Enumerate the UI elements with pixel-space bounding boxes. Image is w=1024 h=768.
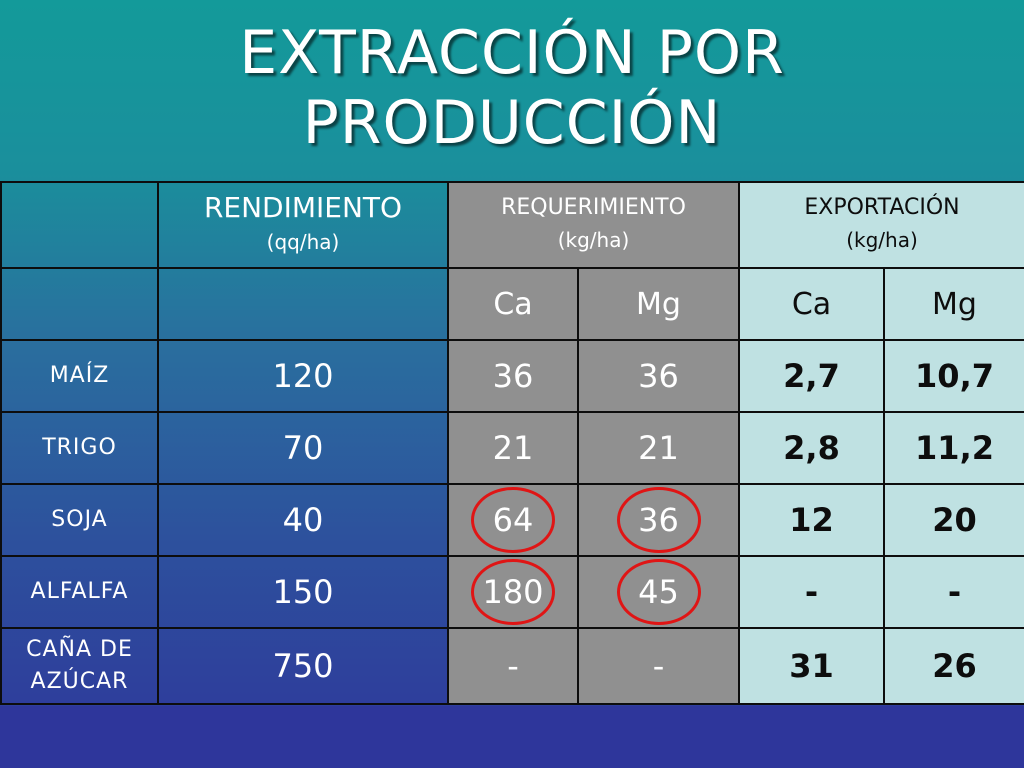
- req-ca-cell: 64: [447, 483, 579, 557]
- rendimiento-value: 40: [157, 483, 449, 557]
- crop-label: ALFALFA: [0, 555, 159, 629]
- crop-label: CAÑA DE AZÚCAR: [0, 627, 159, 705]
- highlighted-value: 180: [470, 559, 555, 625]
- req-mg-value: 36: [577, 339, 740, 413]
- exp-mg-value: -: [882, 555, 1024, 629]
- rendimiento-value: 70: [157, 411, 449, 485]
- title-line-1: EXTRACCIÓN POR: [239, 18, 785, 88]
- table-row: CAÑA DE AZÚCAR 750 - - 31 26: [0, 627, 1024, 705]
- requerimiento-unit: (kg/ha): [557, 228, 630, 252]
- header-row: RENDIMIENTO (qq/ha) REQUERIMIENTO (kg/ha…: [0, 181, 1024, 269]
- rendimiento-value: 150: [157, 555, 449, 629]
- crop-label: TRIGO: [0, 411, 159, 485]
- req-ca-cell: 180: [447, 555, 579, 629]
- red-circle-highlight: [616, 487, 701, 553]
- highlighted-value: 36: [616, 487, 701, 553]
- rendimiento-label: RENDIMIENTO: [203, 191, 403, 224]
- rendimiento-unit: (qq/ha): [266, 230, 340, 254]
- req-ca-value: -: [447, 627, 579, 705]
- exp-ca-value: 12: [738, 483, 885, 557]
- req-mg-value: 21: [577, 411, 740, 485]
- crop-label: SOJA: [0, 483, 159, 557]
- subheader-req-mg: Mg: [577, 267, 740, 341]
- header-requerimiento: REQUERIMIENTO (kg/ha): [447, 181, 740, 269]
- exportacion-unit: (kg/ha): [846, 228, 918, 252]
- req-ca-value: 36: [447, 339, 579, 413]
- exp-ca-value: 31: [738, 627, 885, 705]
- subheader-empty-cell: [0, 267, 159, 341]
- red-circle-highlight: [470, 559, 555, 625]
- exp-mg-value: 10,7: [882, 339, 1024, 413]
- exp-mg-value: 26: [882, 627, 1024, 705]
- exportacion-label: EXPORTACIÓN: [804, 195, 960, 220]
- req-mg-value: -: [577, 627, 740, 705]
- highlighted-value: 45: [616, 559, 701, 625]
- red-circle-highlight: [616, 559, 701, 625]
- req-mg-cell: 45: [577, 555, 740, 629]
- rendimiento-value: 120: [157, 339, 449, 413]
- table-row: TRIGO 70 21 21 2,8 11,2: [0, 411, 1024, 485]
- req-mg-cell: 36: [577, 483, 740, 557]
- subheader-req-ca: Ca: [447, 267, 579, 341]
- crop-label: MAÍZ: [0, 339, 159, 413]
- crop-label-line-1: CAÑA DE: [26, 637, 133, 662]
- req-ca-value: 21: [447, 411, 579, 485]
- exp-ca-value: -: [738, 555, 885, 629]
- table-row: SOJA 40 64 36 12 20: [0, 483, 1024, 557]
- requerimiento-label: REQUERIMIENTO: [501, 195, 686, 220]
- exp-mg-value: 20: [882, 483, 1024, 557]
- subheader-row: Ca Mg Ca Mg: [0, 267, 1024, 341]
- header-rendimiento: RENDIMIENTO (qq/ha): [157, 181, 449, 269]
- table-row: MAÍZ 120 36 36 2,7 10,7: [0, 339, 1024, 413]
- exp-ca-value: 2,8: [738, 411, 885, 485]
- highlighted-value: 64: [471, 487, 555, 553]
- title-line-2: PRODUCCIÓN: [302, 88, 722, 158]
- bottom-band: [0, 706, 1024, 768]
- table-row: ALFALFA 150 180 45 - -: [0, 555, 1024, 629]
- crop-label-line-2: AZÚCAR: [30, 669, 129, 694]
- exp-ca-value: 2,7: [738, 339, 885, 413]
- subheader-empty-cell: [157, 267, 449, 341]
- header-empty-cell: [0, 181, 159, 269]
- extraction-table: RENDIMIENTO (qq/ha) REQUERIMIENTO (kg/ha…: [0, 181, 1024, 705]
- subheader-exp-ca: Ca: [738, 267, 885, 341]
- red-circle-highlight: [471, 487, 555, 553]
- header-exportacion: EXPORTACIÓN (kg/ha): [737, 181, 1024, 269]
- subheader-exp-mg: Mg: [882, 267, 1024, 341]
- rendimiento-value: 750: [157, 627, 449, 705]
- slide-title: EXTRACCIÓN POR PRODUCCIÓN: [0, 18, 1024, 158]
- exp-mg-value: 11,2: [882, 411, 1024, 485]
